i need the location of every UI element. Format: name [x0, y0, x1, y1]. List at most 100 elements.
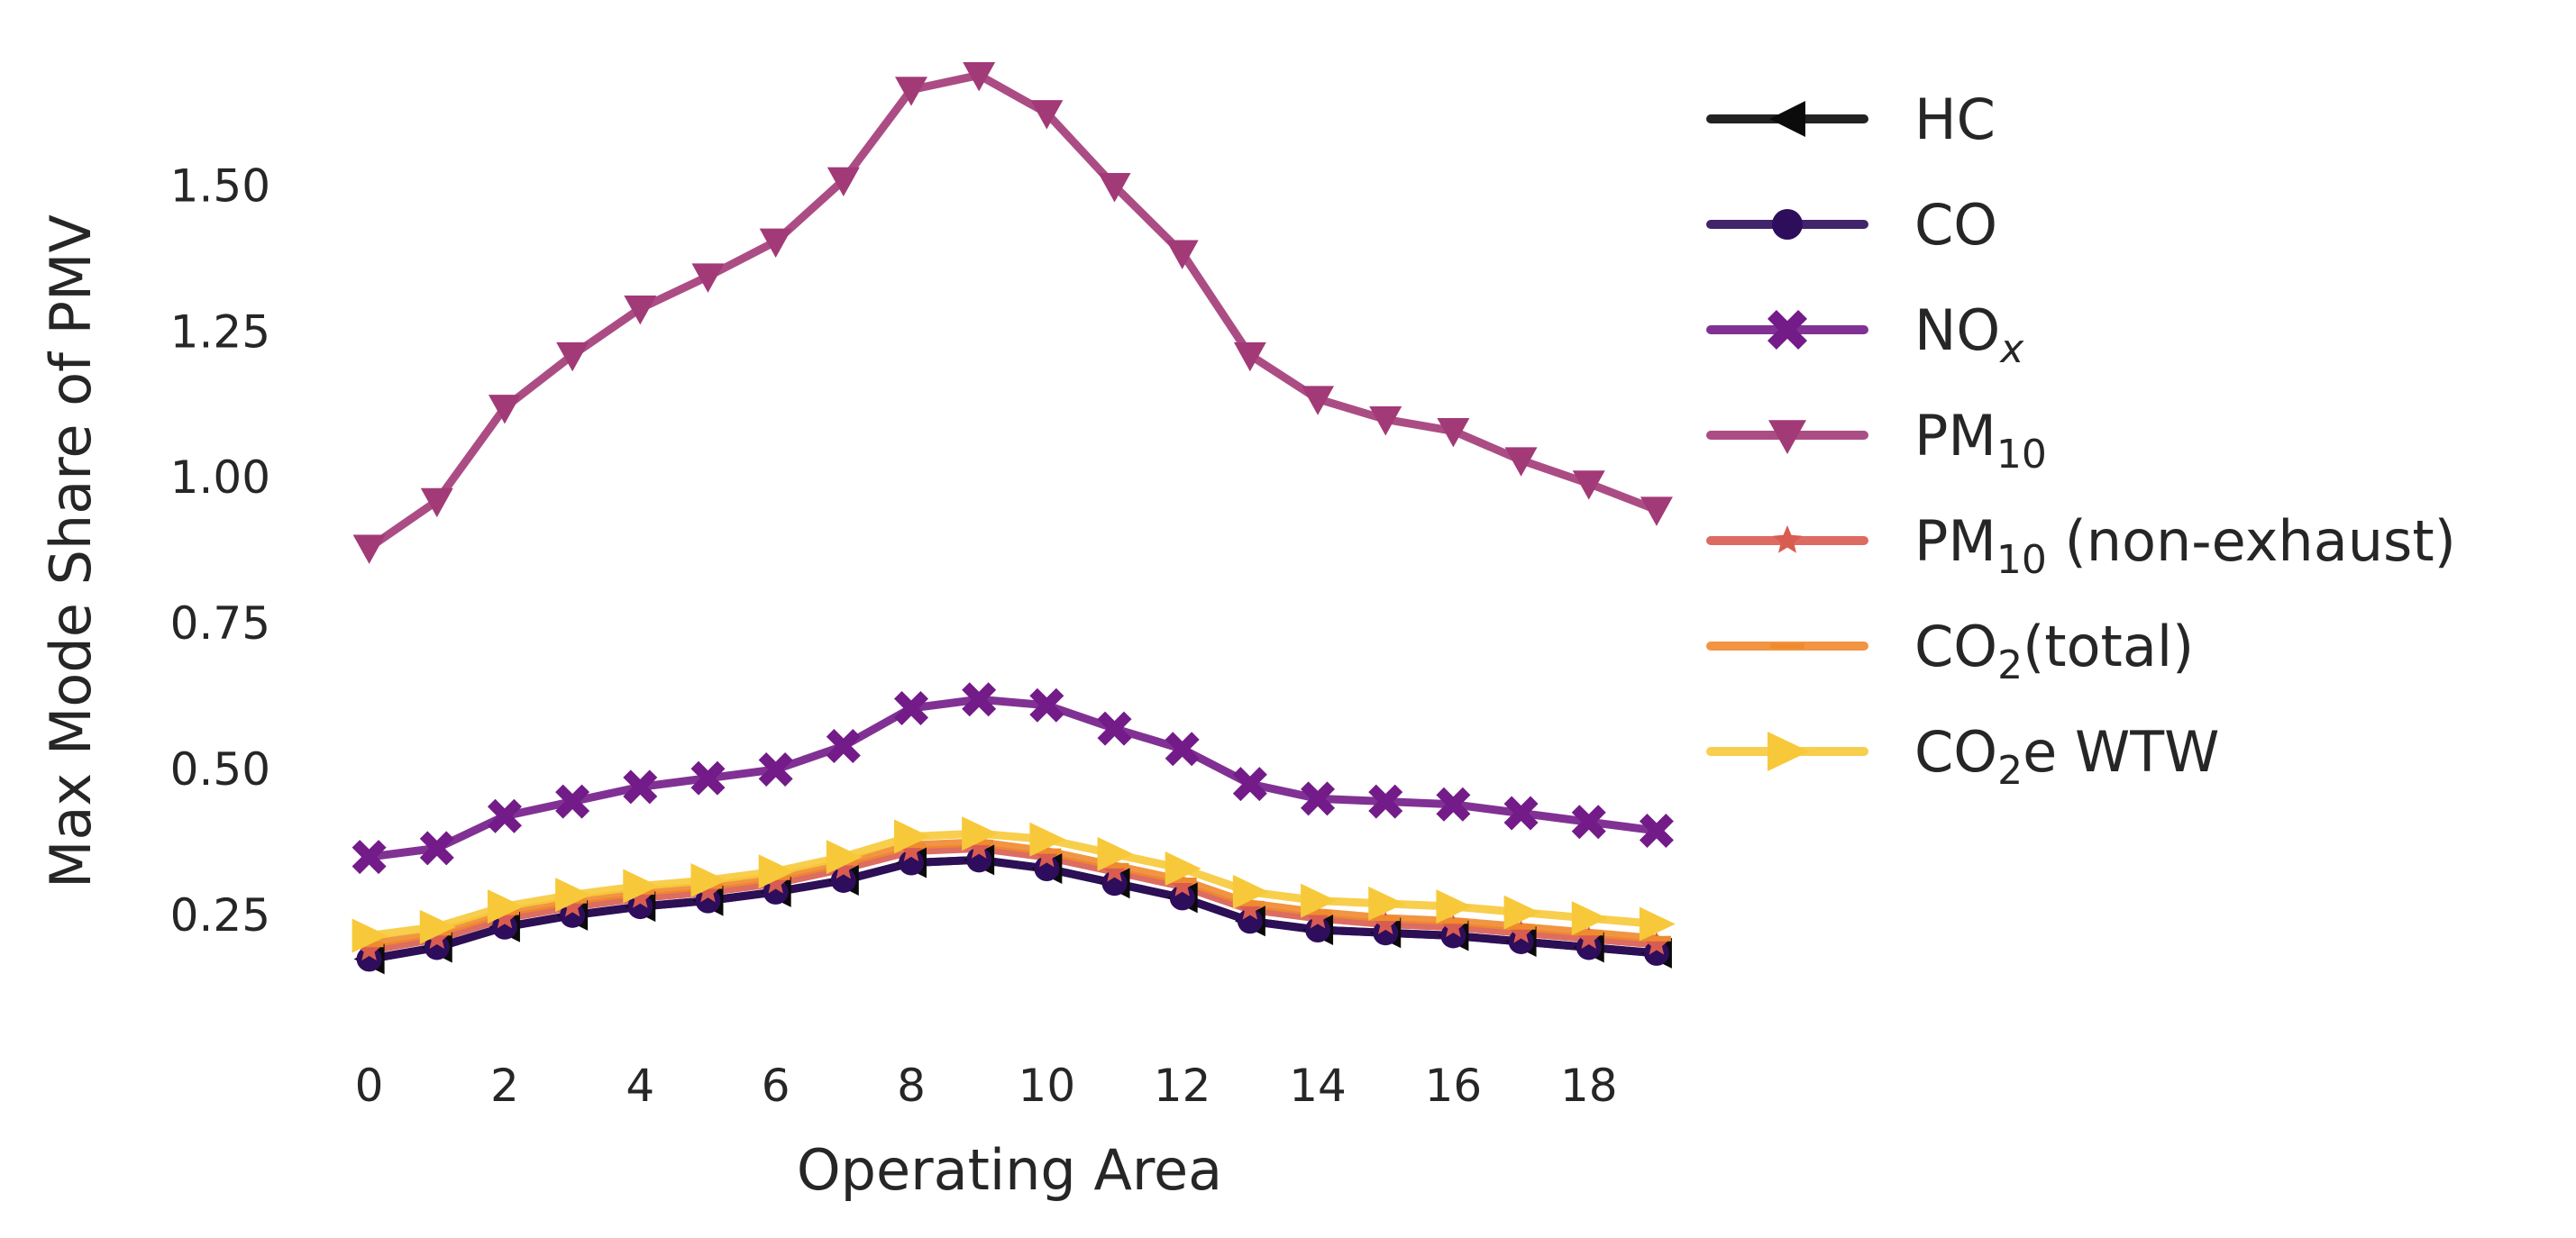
legend-marker [1772, 525, 1803, 553]
data-point-pm10 [1233, 341, 1266, 372]
x-axis-ticks: 0 2 4 6 8 10 12 14 16 18 [355, 1060, 1618, 1112]
data-point-co2e-wtw [1232, 874, 1269, 909]
data-point-pm10-non-exhaust- [1170, 873, 1195, 897]
data-point-pm10-non-exhaust- [627, 885, 653, 908]
data-point-nox [1639, 813, 1674, 848]
data-point-pm10-non-exhaust- [1373, 911, 1398, 934]
data-point-co [1034, 856, 1060, 882]
data-point-pm10-non-exhaust- [831, 856, 856, 879]
x-tick-label: 4 [626, 1060, 654, 1112]
x-tick-label: 16 [1425, 1060, 1483, 1112]
data-point-co2e-wtw [419, 909, 456, 944]
data-point-co2e-wtw [690, 862, 727, 897]
data-point-co2e-wtw [962, 816, 999, 851]
x-tick-label: 0 [355, 1060, 384, 1112]
data-point-co [1101, 870, 1128, 897]
data-point-nox [352, 840, 387, 875]
data-point-co [1373, 920, 1399, 946]
legend-item-co2-total-: CO2(total) [1706, 614, 2194, 688]
data-point-co2e-wtw [487, 889, 524, 924]
plot-area [365, 70, 1661, 963]
data-point-pm10 [1369, 406, 1402, 436]
x-axis-label: Operating Area [797, 1137, 1222, 1203]
legend-marker [1772, 209, 1803, 240]
data-point-co [966, 847, 992, 873]
legend-marker [1768, 310, 1807, 350]
data-point-pm10 [1640, 496, 1673, 526]
y-tick-label: 0.25 [170, 889, 270, 942]
y-tick-label: 0.75 [170, 597, 270, 650]
data-point-nox [1503, 796, 1539, 831]
data-point-pm10-non-exhaust- [1238, 897, 1263, 920]
data-point-co2e-wtw [1097, 836, 1134, 871]
data-point-co2e-wtw [758, 854, 795, 889]
data-point-nox [1165, 732, 1200, 767]
data-point-pm10-non-exhaust- [966, 835, 991, 859]
x-tick-label: 2 [490, 1060, 519, 1112]
data-point-co2e-wtw [1368, 886, 1405, 921]
data-point-nox [962, 682, 997, 717]
data-point-co [424, 934, 450, 960]
data-point-nox [1301, 781, 1336, 816]
data-point-co2e-wtw [1639, 906, 1676, 942]
data-point-pm10 [963, 62, 996, 92]
data-point-nox [555, 784, 590, 819]
data-point-pm10 [1302, 386, 1335, 415]
data-point-pm10 [420, 487, 453, 518]
data-point-co [695, 888, 721, 914]
legend-label: PM10 (non-exhaust) [1914, 508, 2456, 583]
data-point-pm10-non-exhaust- [1441, 914, 1466, 938]
legend-label: CO [1914, 192, 1997, 258]
data-point-pm10 [1572, 470, 1605, 500]
data-point-co2e-wtw [1436, 889, 1473, 924]
legend: HC CO NOx PM10 PM10 (non-exhaust) CO2(total) C… [1706, 86, 2456, 794]
legend-item-pm10-non-exhaust-: PM10 (non-exhaust) [1706, 508, 2456, 583]
data-point-pm10 [1437, 418, 1470, 448]
legend-label: HC [1914, 86, 1996, 152]
data-point-nox [419, 831, 454, 866]
data-point-nox [893, 690, 928, 725]
data-point-pm10 [691, 263, 725, 293]
y-axis-ticks: 0.25 0.50 0.75 1.00 1.25 1.50 [170, 159, 270, 941]
x-tick-label: 6 [762, 1060, 790, 1112]
data-point-nox [690, 760, 726, 796]
data-point-co [1169, 885, 1195, 911]
data-point-nox [1368, 784, 1403, 819]
data-point-nox [826, 729, 861, 764]
legend-item-nox: NOx [1706, 297, 2024, 372]
data-point-co2e-wtw [352, 918, 388, 953]
data-point-co [1508, 928, 1534, 954]
series-line-nox [365, 695, 1661, 861]
data-point-pm10 [624, 296, 657, 325]
data-point-nox [623, 769, 658, 805]
data-point-pm10 [488, 395, 521, 424]
data-point-nox [1232, 767, 1267, 802]
data-point-nox [1571, 805, 1606, 840]
legend-label: CO2e WTW [1914, 719, 2219, 794]
legend-label: NOx [1914, 297, 2024, 372]
data-point-nox [758, 751, 793, 787]
data-point-co [1440, 923, 1466, 949]
data-point-co [1237, 908, 1263, 934]
data-point-co [1576, 934, 1602, 960]
legend-label: CO2(total) [1914, 614, 2194, 688]
data-point-co [560, 902, 586, 928]
data-point-co [898, 850, 924, 876]
data-point-pm10-non-exhaust- [1644, 932, 1669, 955]
data-point-pm10-non-exhaust- [763, 870, 788, 894]
data-point-pm10-non-exhaust- [357, 937, 381, 961]
data-point-co2e-wtw [1165, 851, 1201, 887]
legend-marker [1768, 732, 1810, 771]
legend-label: PM10 [1914, 403, 2047, 478]
y-tick-label: 1.50 [170, 159, 270, 212]
legend-item-co: CO [1706, 192, 1997, 258]
data-point-pm10 [1165, 240, 1199, 269]
data-point-pm10 [1504, 447, 1538, 477]
x-tick-label: 18 [1560, 1060, 1618, 1112]
data-point-co [627, 894, 653, 920]
legend-item-pm10: PM10 [1706, 403, 2047, 478]
data-point-pm10-non-exhaust- [1509, 920, 1533, 943]
x-tick-label: 12 [1154, 1060, 1211, 1112]
legend-item-hc: HC [1706, 86, 1996, 152]
